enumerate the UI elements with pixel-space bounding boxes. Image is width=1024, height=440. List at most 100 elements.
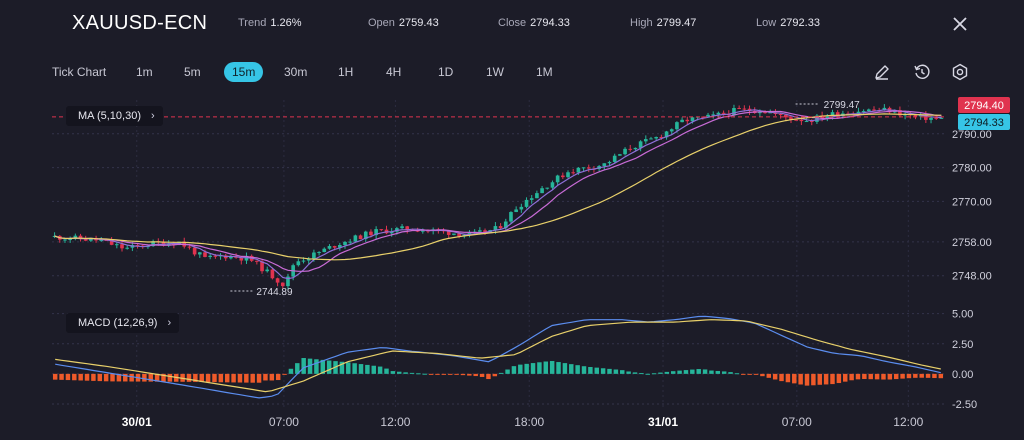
candle-body (794, 119, 799, 121)
time-axis-label: 07:00 (269, 415, 299, 429)
candle-body (643, 139, 648, 142)
macd-histogram-bar (352, 363, 357, 374)
candle-body (690, 117, 695, 122)
macd-histogram-bar (569, 364, 574, 374)
stat-label: Close (498, 17, 527, 29)
chevron-right-icon: › (150, 110, 155, 122)
macd-histogram-bar (607, 368, 612, 374)
candle-body (109, 240, 114, 245)
macd-histogram (52, 358, 944, 386)
macd-histogram-bar (893, 373, 899, 380)
macd-histogram-bar (110, 373, 115, 382)
time-axis-label: 12:00 (380, 415, 410, 429)
macd-histogram-bar (537, 362, 542, 374)
candle-body (467, 232, 472, 235)
timeframe-1m-month[interactable]: 1M (536, 65, 553, 79)
draw-icon[interactable] (872, 62, 892, 82)
macd-histogram-bar (594, 367, 599, 374)
stat-trend: Trend 1.26% (238, 17, 302, 29)
macd-histogram-bar (231, 373, 236, 383)
macd-histogram-bar (581, 366, 587, 374)
timeframe-4h[interactable]: 4H (386, 65, 402, 79)
candle-body (571, 172, 576, 174)
macd-histogram-bar (307, 358, 313, 374)
macd-histogram-bar (129, 373, 134, 382)
candle-body (405, 226, 410, 230)
macd-histogram-bar (52, 373, 58, 380)
macd-histogram-bar (78, 373, 83, 381)
candle-body (835, 112, 840, 117)
timeframe-5m[interactable]: 5m (184, 65, 201, 79)
price-tick-label: 2780.00 (952, 163, 992, 175)
candle-body (758, 112, 762, 114)
candle-body (166, 243, 171, 246)
candle-body (545, 187, 550, 189)
macd-histogram-bar (295, 363, 300, 374)
timeframe-15m[interactable]: 15m (224, 62, 264, 82)
candle-body (125, 247, 130, 249)
candle-body (742, 108, 747, 110)
macd-histogram-bar (721, 371, 727, 374)
macd-histogram-bar (549, 361, 555, 374)
candle-body (503, 221, 508, 229)
candle-body (924, 114, 928, 120)
stat-value: 2792.33 (780, 17, 820, 29)
candle-body (446, 230, 451, 235)
candle-body (784, 114, 788, 118)
macd-histogram-bar (116, 373, 122, 382)
macd-histogram-bar (371, 365, 376, 374)
candle-body (452, 233, 456, 235)
candle-body (374, 229, 378, 236)
macd-histogram-bar (588, 367, 593, 374)
macd-histogram-bar (938, 373, 944, 379)
candle-body (815, 115, 819, 122)
macd-histogram-bar (447, 373, 453, 375)
settings-icon[interactable] (950, 62, 970, 82)
macd-histogram-bar (645, 373, 650, 375)
ma-indicator-pill[interactable]: MA (5,10,30) › (66, 106, 163, 126)
macd-histogram-bar (339, 361, 345, 374)
macd-histogram-bar (148, 373, 153, 382)
candle-body (275, 278, 280, 283)
candle-body (929, 117, 933, 120)
candle-body (332, 246, 337, 248)
macd-histogram-bar (887, 373, 893, 380)
timeframe-1m[interactable]: 1m (136, 65, 153, 79)
macd-histogram-bar (486, 373, 491, 380)
macd-histogram-bar (142, 373, 147, 382)
macd-histogram-bar (690, 369, 695, 374)
macd-histogram-bar (59, 373, 64, 380)
timeframe-1h[interactable]: 1H (338, 65, 354, 79)
candle-body (151, 241, 155, 247)
timeframe-1d[interactable]: 1D (438, 65, 454, 79)
candle-body (799, 119, 804, 122)
macd-histogram-bar (498, 372, 504, 374)
candle-body (675, 122, 679, 130)
candle-body (934, 117, 939, 119)
candle-body (550, 182, 555, 188)
chart-type-tick[interactable]: Tick Chart (52, 65, 107, 79)
macd-indicator-pill[interactable]: MACD (12,26,9) › (66, 313, 180, 333)
last-price-box (958, 97, 1010, 113)
close-icon[interactable] (948, 12, 972, 36)
macd-histogram-bar (103, 373, 109, 382)
candle-body (255, 260, 259, 262)
stat-open: Open 2759.43 (368, 17, 439, 29)
macd-histogram-bar (205, 373, 211, 383)
macd-histogram-bar (575, 365, 580, 374)
macd-histogram-bar (505, 369, 510, 374)
macd-histogram-bar (384, 368, 389, 374)
candle-body (768, 112, 773, 114)
candle-body (99, 240, 104, 242)
candlestick-series (52, 104, 944, 290)
timeframe-30m[interactable]: 30m (284, 65, 308, 79)
candle-body (825, 116, 830, 119)
macd-histogram-bar (658, 372, 663, 374)
candle-body (524, 199, 529, 207)
timeframe-1w[interactable]: 1W (486, 65, 504, 79)
candle-body (701, 116, 705, 118)
stat-close: Close 2794.33 (498, 17, 570, 29)
history-icon[interactable] (912, 62, 932, 82)
macd-histogram-bar (301, 358, 306, 374)
